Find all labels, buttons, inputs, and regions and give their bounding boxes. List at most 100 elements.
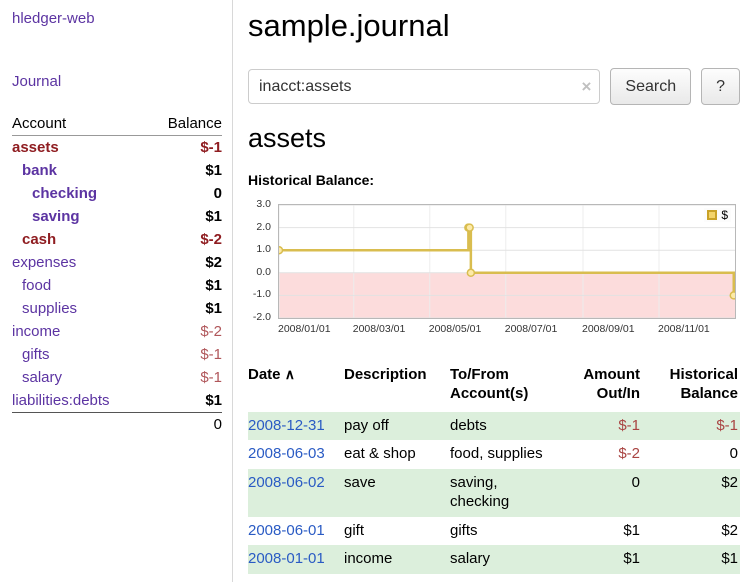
main-content: sample.journal × Search ? assets Histori… xyxy=(248,0,740,574)
register-row: 2008-06-02 save saving, checking 0 $2 xyxy=(248,469,740,517)
page-title: sample.journal xyxy=(248,8,450,43)
register-row: 2008-06-03 eat & shop food, supplies $-2 0 xyxy=(248,440,740,469)
account-cell: checking xyxy=(12,182,147,205)
x-tick-label: 2008/01/01 xyxy=(278,323,331,335)
account-cell: food xyxy=(12,274,147,297)
date-cell: 2008-06-03 xyxy=(248,440,344,469)
journal-link[interactable]: Journal xyxy=(12,73,62,90)
amount-cell: $1 xyxy=(623,521,640,539)
register-row: 2008-06-01 gift gifts $1 $2 xyxy=(248,517,740,546)
legend-swatch-icon xyxy=(707,210,718,220)
balance-cell: 0 xyxy=(729,445,738,463)
account-link[interactable]: checking xyxy=(32,185,98,202)
search-button[interactable]: Search xyxy=(610,68,692,105)
transaction-date-link[interactable]: 2008-01-01 xyxy=(248,550,325,568)
account-balance: $2 xyxy=(205,254,222,271)
account-balance: $1 xyxy=(205,300,222,317)
account-cell: gifts xyxy=(12,343,147,366)
account-row: bank $1 xyxy=(12,159,222,182)
date-cell: 2008-06-02 xyxy=(248,469,344,517)
accounts-total: 0 xyxy=(146,412,222,436)
accounts-cell: salary xyxy=(450,550,491,568)
y-tick-label: -1.0 xyxy=(252,288,271,301)
accounts-table-body: assets $-1 bank $1 checking 0 saving $1 cash $-2 e… xyxy=(12,136,222,413)
data-point xyxy=(279,245,284,255)
header-description-label: Description xyxy=(344,366,427,383)
balance-chart-svg xyxy=(279,205,735,318)
accounts-header-account: Account xyxy=(12,112,147,136)
header-accounts-line1: To/From xyxy=(450,366,509,383)
description-cell: gift xyxy=(344,521,365,539)
account-link[interactable]: bank xyxy=(22,162,58,179)
header-accounts-line2: Account(s) xyxy=(450,384,529,402)
account-link[interactable]: liabilities:debts xyxy=(12,392,110,409)
chart-x-axis: 2008/01/01 2008/03/01 2008/05/01 2008/07/01… xyxy=(278,321,736,337)
legend-label: $ xyxy=(721,208,728,222)
account-link[interactable]: cash xyxy=(22,231,57,248)
description-cell: income xyxy=(344,550,393,568)
header-balance-line2: Balance xyxy=(680,384,738,402)
header-balance-line1: Historical xyxy=(669,366,738,383)
description-cell: save xyxy=(344,474,376,491)
accounts-cell: saving, checking xyxy=(450,474,510,510)
transaction-date-link[interactable]: 2008-06-01 xyxy=(248,521,325,539)
column-header-balance: Historical Balance xyxy=(642,366,740,412)
amount-cell: $-1 xyxy=(618,416,640,434)
account-link[interactable]: salary xyxy=(22,369,63,386)
account-link[interactable]: expenses xyxy=(12,254,77,271)
account-row: supplies $1 xyxy=(12,297,222,320)
account-cell: liabilities:debts xyxy=(12,389,147,413)
account-balance: $1 xyxy=(205,277,222,294)
amount-cell: 0 xyxy=(631,474,640,491)
account-balance: 0 xyxy=(213,185,222,202)
app-title-link[interactable]: hledger-web xyxy=(12,10,95,27)
clear-search-icon[interactable]: × xyxy=(581,76,592,96)
account-link[interactable]: saving xyxy=(32,208,80,225)
account-link[interactable]: assets xyxy=(12,139,59,156)
transaction-date-link[interactable]: 2008-06-03 xyxy=(248,445,325,463)
account-link[interactable]: gifts xyxy=(22,346,50,363)
account-cell: bank xyxy=(12,159,147,182)
data-point xyxy=(729,291,735,300)
accounts-table: Account Balance assets $-1 bank $1 checking 0… xyxy=(12,112,222,436)
account-balance: $-1 xyxy=(200,369,222,386)
x-tick-label: 2008/05/01 xyxy=(428,323,482,335)
y-tick-label: -2.0 xyxy=(252,311,271,323)
historical-balance-chart: 3.0 2.0 1.0 0.0 -1.0 -2.0 $ 2008/01/01 2008/03… xyxy=(248,198,740,340)
transaction-date-link[interactable]: 2008-12-31 xyxy=(248,416,325,434)
accounts-header-balance: Balance xyxy=(146,112,222,136)
accounts-cell: debts xyxy=(450,416,487,434)
date-cell: 2008-06-01 xyxy=(248,517,344,546)
accounts-cell: gifts xyxy=(450,521,478,539)
description-cell: pay off xyxy=(344,416,389,434)
column-header-description: Description xyxy=(344,366,450,412)
balance-cell: $1 xyxy=(721,550,738,568)
column-header-date[interactable]: Date ∧ xyxy=(248,366,344,412)
register-header-row: Date ∧ Description To/From Account(s) Am… xyxy=(248,366,740,412)
header-amount-line1: Amount xyxy=(583,366,640,383)
search-input[interactable] xyxy=(248,69,601,104)
description-cell: eat & shop xyxy=(344,445,416,463)
transaction-date-link[interactable]: 2008-06-02 xyxy=(248,474,325,491)
register-table: Date ∧ Description To/From Account(s) Am… xyxy=(248,366,740,574)
account-cell: saving xyxy=(12,205,147,228)
account-link[interactable]: food xyxy=(22,277,52,294)
account-link[interactable]: income xyxy=(12,323,61,340)
search-bar: × Search ? xyxy=(248,68,740,105)
date-cell: 2008-01-01 xyxy=(248,545,344,574)
date-cell: 2008-12-31 xyxy=(248,412,344,441)
register-row: 2008-01-01 income salary $1 $1 xyxy=(248,545,740,574)
account-balance: $1 xyxy=(205,392,222,409)
account-row: salary $-1 xyxy=(12,366,222,389)
account-row: checking 0 xyxy=(12,182,222,205)
help-button[interactable]: ? xyxy=(701,68,740,105)
account-row: saving $1 xyxy=(12,205,222,228)
account-balance: $-1 xyxy=(200,346,222,363)
sort-ascending-icon: ∧ xyxy=(284,366,295,382)
sidebar: hledger-web Journal Account Balance asse… xyxy=(0,0,233,582)
account-heading: assets xyxy=(248,123,327,153)
x-tick-label: 2008/07/01 xyxy=(504,323,558,335)
account-cell: salary xyxy=(12,366,147,389)
account-row: gifts $-1 xyxy=(12,343,222,366)
account-link[interactable]: supplies xyxy=(22,300,78,317)
